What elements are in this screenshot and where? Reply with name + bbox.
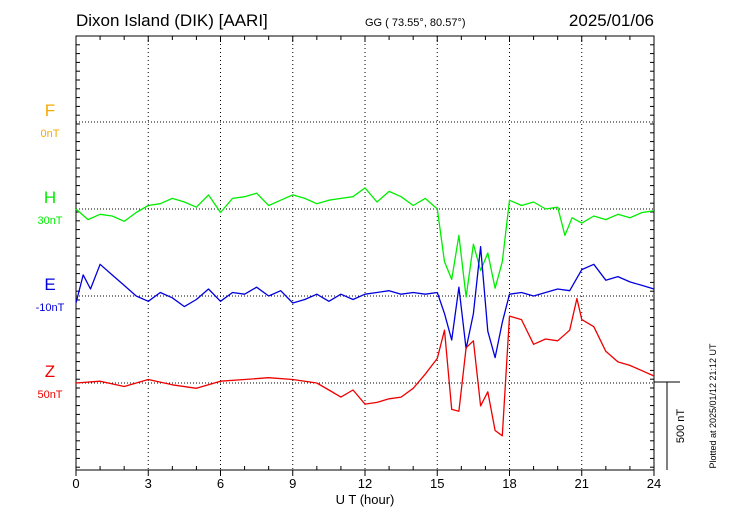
axis-ticks: 0 3 6 9 12 15 18 21 24 — [72, 35, 661, 491]
x-tick-label: 21 — [575, 476, 589, 491]
x-tick-label: 9 — [289, 476, 296, 491]
x-tick-label: 15 — [430, 476, 444, 491]
x-tick-label: 6 — [217, 476, 224, 491]
data-series — [75, 187, 655, 437]
series-name-h: H — [44, 188, 56, 207]
series-baseline-f: 0nT — [41, 128, 60, 140]
grid-lines — [76, 36, 654, 470]
station-coordinates: GG ( 73.55°, 80.57°) — [365, 17, 466, 29]
x-tick-label: 12 — [358, 476, 372, 491]
series-baseline-e: -10nT — [36, 302, 65, 314]
series-name-f: F — [45, 101, 55, 120]
plotted-timestamp: Plotted at 2025/01/12 21:12 UT — [708, 343, 718, 469]
plot-date: 2025/01/06 — [569, 11, 654, 30]
series-line-h — [75, 187, 655, 298]
component-labels: F 0nT H 30nT E -10nT Z 50nT — [36, 101, 65, 401]
series-name-e: E — [44, 275, 55, 294]
x-tick-label: 18 — [502, 476, 516, 491]
series-baseline-z: 50nT — [37, 389, 62, 401]
station-title: Dixon Island (DIK) [AARI] — [76, 11, 268, 30]
x-tick-label: 3 — [145, 476, 152, 491]
x-tick-label: 24 — [647, 476, 661, 491]
x-axis-label: U T (hour) — [336, 492, 395, 507]
scale-bar-label: 500 nT — [675, 409, 687, 444]
x-tick-label: 0 — [72, 476, 79, 491]
series-baseline-h: 30nT — [37, 215, 62, 227]
series-line-z — [75, 297, 655, 437]
series-line-e — [75, 246, 655, 359]
series-name-z: Z — [45, 362, 55, 381]
